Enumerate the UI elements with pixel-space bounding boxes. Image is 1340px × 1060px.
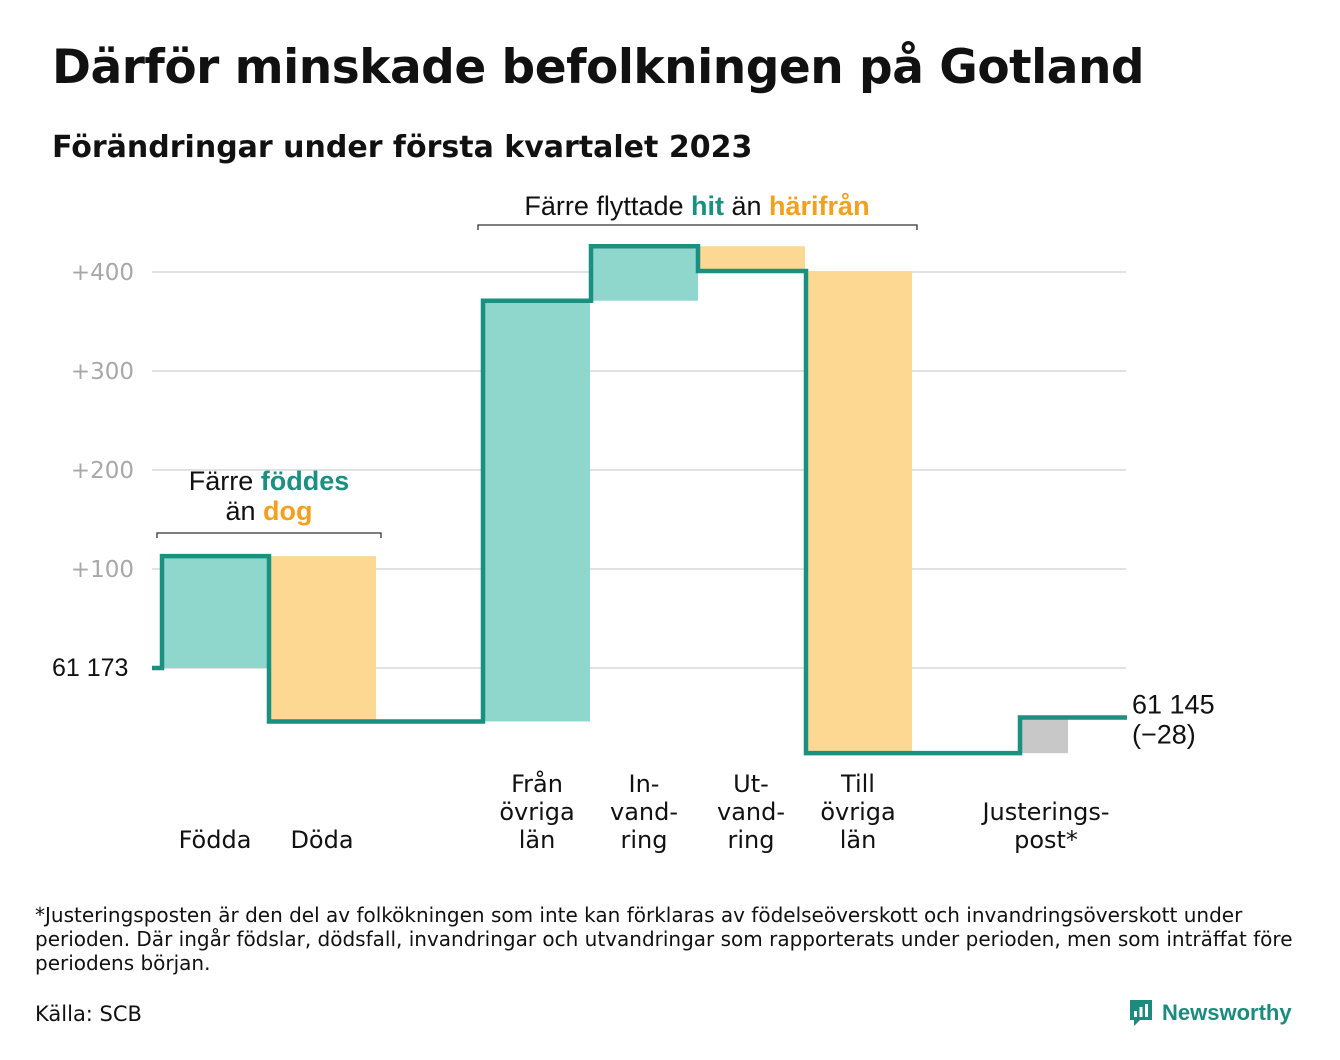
annotation-births-line2: än dog xyxy=(225,496,312,526)
annotation-births-line2-part-0: än xyxy=(225,496,263,526)
category-label-5-0: Till xyxy=(840,770,875,798)
bar-3 xyxy=(591,246,698,301)
bar-0 xyxy=(162,556,269,668)
annotation-births-line1-part-1: föddes xyxy=(261,466,350,496)
bar-6 xyxy=(1020,717,1068,754)
start-value-label: 61 173 xyxy=(52,654,128,682)
category-label-4-1: vand- xyxy=(717,798,785,826)
y-tick-label-0: +100 xyxy=(71,557,134,583)
y-tick-label-1: +200 xyxy=(71,458,134,484)
category-label-0-0: Födda xyxy=(179,826,252,854)
annotation-births-line1: Färre föddes xyxy=(189,466,350,496)
category-label-3-0: In- xyxy=(629,770,660,798)
y-tick-label-2: +300 xyxy=(71,359,134,385)
category-label-3-1: vand- xyxy=(610,798,678,826)
annotation-moves-part-0: Färre flyttade xyxy=(524,191,691,221)
category-label-4-2: ring xyxy=(728,826,775,854)
category-label-3-2: ring xyxy=(621,826,668,854)
y-tick-label-3: +400 xyxy=(71,260,134,286)
annotation-births-line1-part-0: Färre xyxy=(189,466,261,496)
chart-subtitle: Förändringar under första kvartalet 2023 xyxy=(52,130,753,165)
chart-logo-icon xyxy=(1130,1000,1152,1026)
annotation-births-bracket xyxy=(156,532,382,538)
annotation-moves-part-1: hit xyxy=(691,191,724,221)
category-label-4-0: Ut- xyxy=(733,770,769,798)
annotation-moves: Färre flyttade hit än härifrån xyxy=(524,191,869,221)
brand-name: Newsworthy xyxy=(1162,1000,1292,1025)
category-label-2-1: övriga xyxy=(499,798,574,826)
end-value-label: 61 145 xyxy=(1132,690,1215,720)
footnote: *Justeringsposten är den del av folkökni… xyxy=(35,903,1293,975)
category-label-1-0: Döda xyxy=(290,826,353,854)
source-credit: Källa: SCB xyxy=(35,1002,142,1026)
brand-logo: Newsworthy xyxy=(1128,998,1292,1028)
category-label-5-2: län xyxy=(840,826,877,854)
cumulative-step-line xyxy=(152,244,1127,756)
annotation-moves-bracket xyxy=(477,224,918,230)
category-label-6-1: post* xyxy=(1014,826,1078,854)
bar-5 xyxy=(806,271,912,754)
annotation-births-line2-part-1: dog xyxy=(263,496,312,526)
bar-4 xyxy=(698,246,805,272)
end-change-label: (−28) xyxy=(1132,720,1196,750)
category-label-5-1: övriga xyxy=(820,798,895,826)
bar-1 xyxy=(269,556,376,722)
chart-title: Därför minskade befolkningen på Gotland xyxy=(52,40,1145,95)
annotation-moves-part-2: än xyxy=(724,191,769,221)
category-label-2-2: län xyxy=(519,826,556,854)
bar-2 xyxy=(483,300,590,722)
annotation-moves-part-3: härifrån xyxy=(769,191,870,221)
category-label-2-0: Från xyxy=(511,769,563,798)
category-label-6-0: Justerings- xyxy=(980,798,1109,826)
